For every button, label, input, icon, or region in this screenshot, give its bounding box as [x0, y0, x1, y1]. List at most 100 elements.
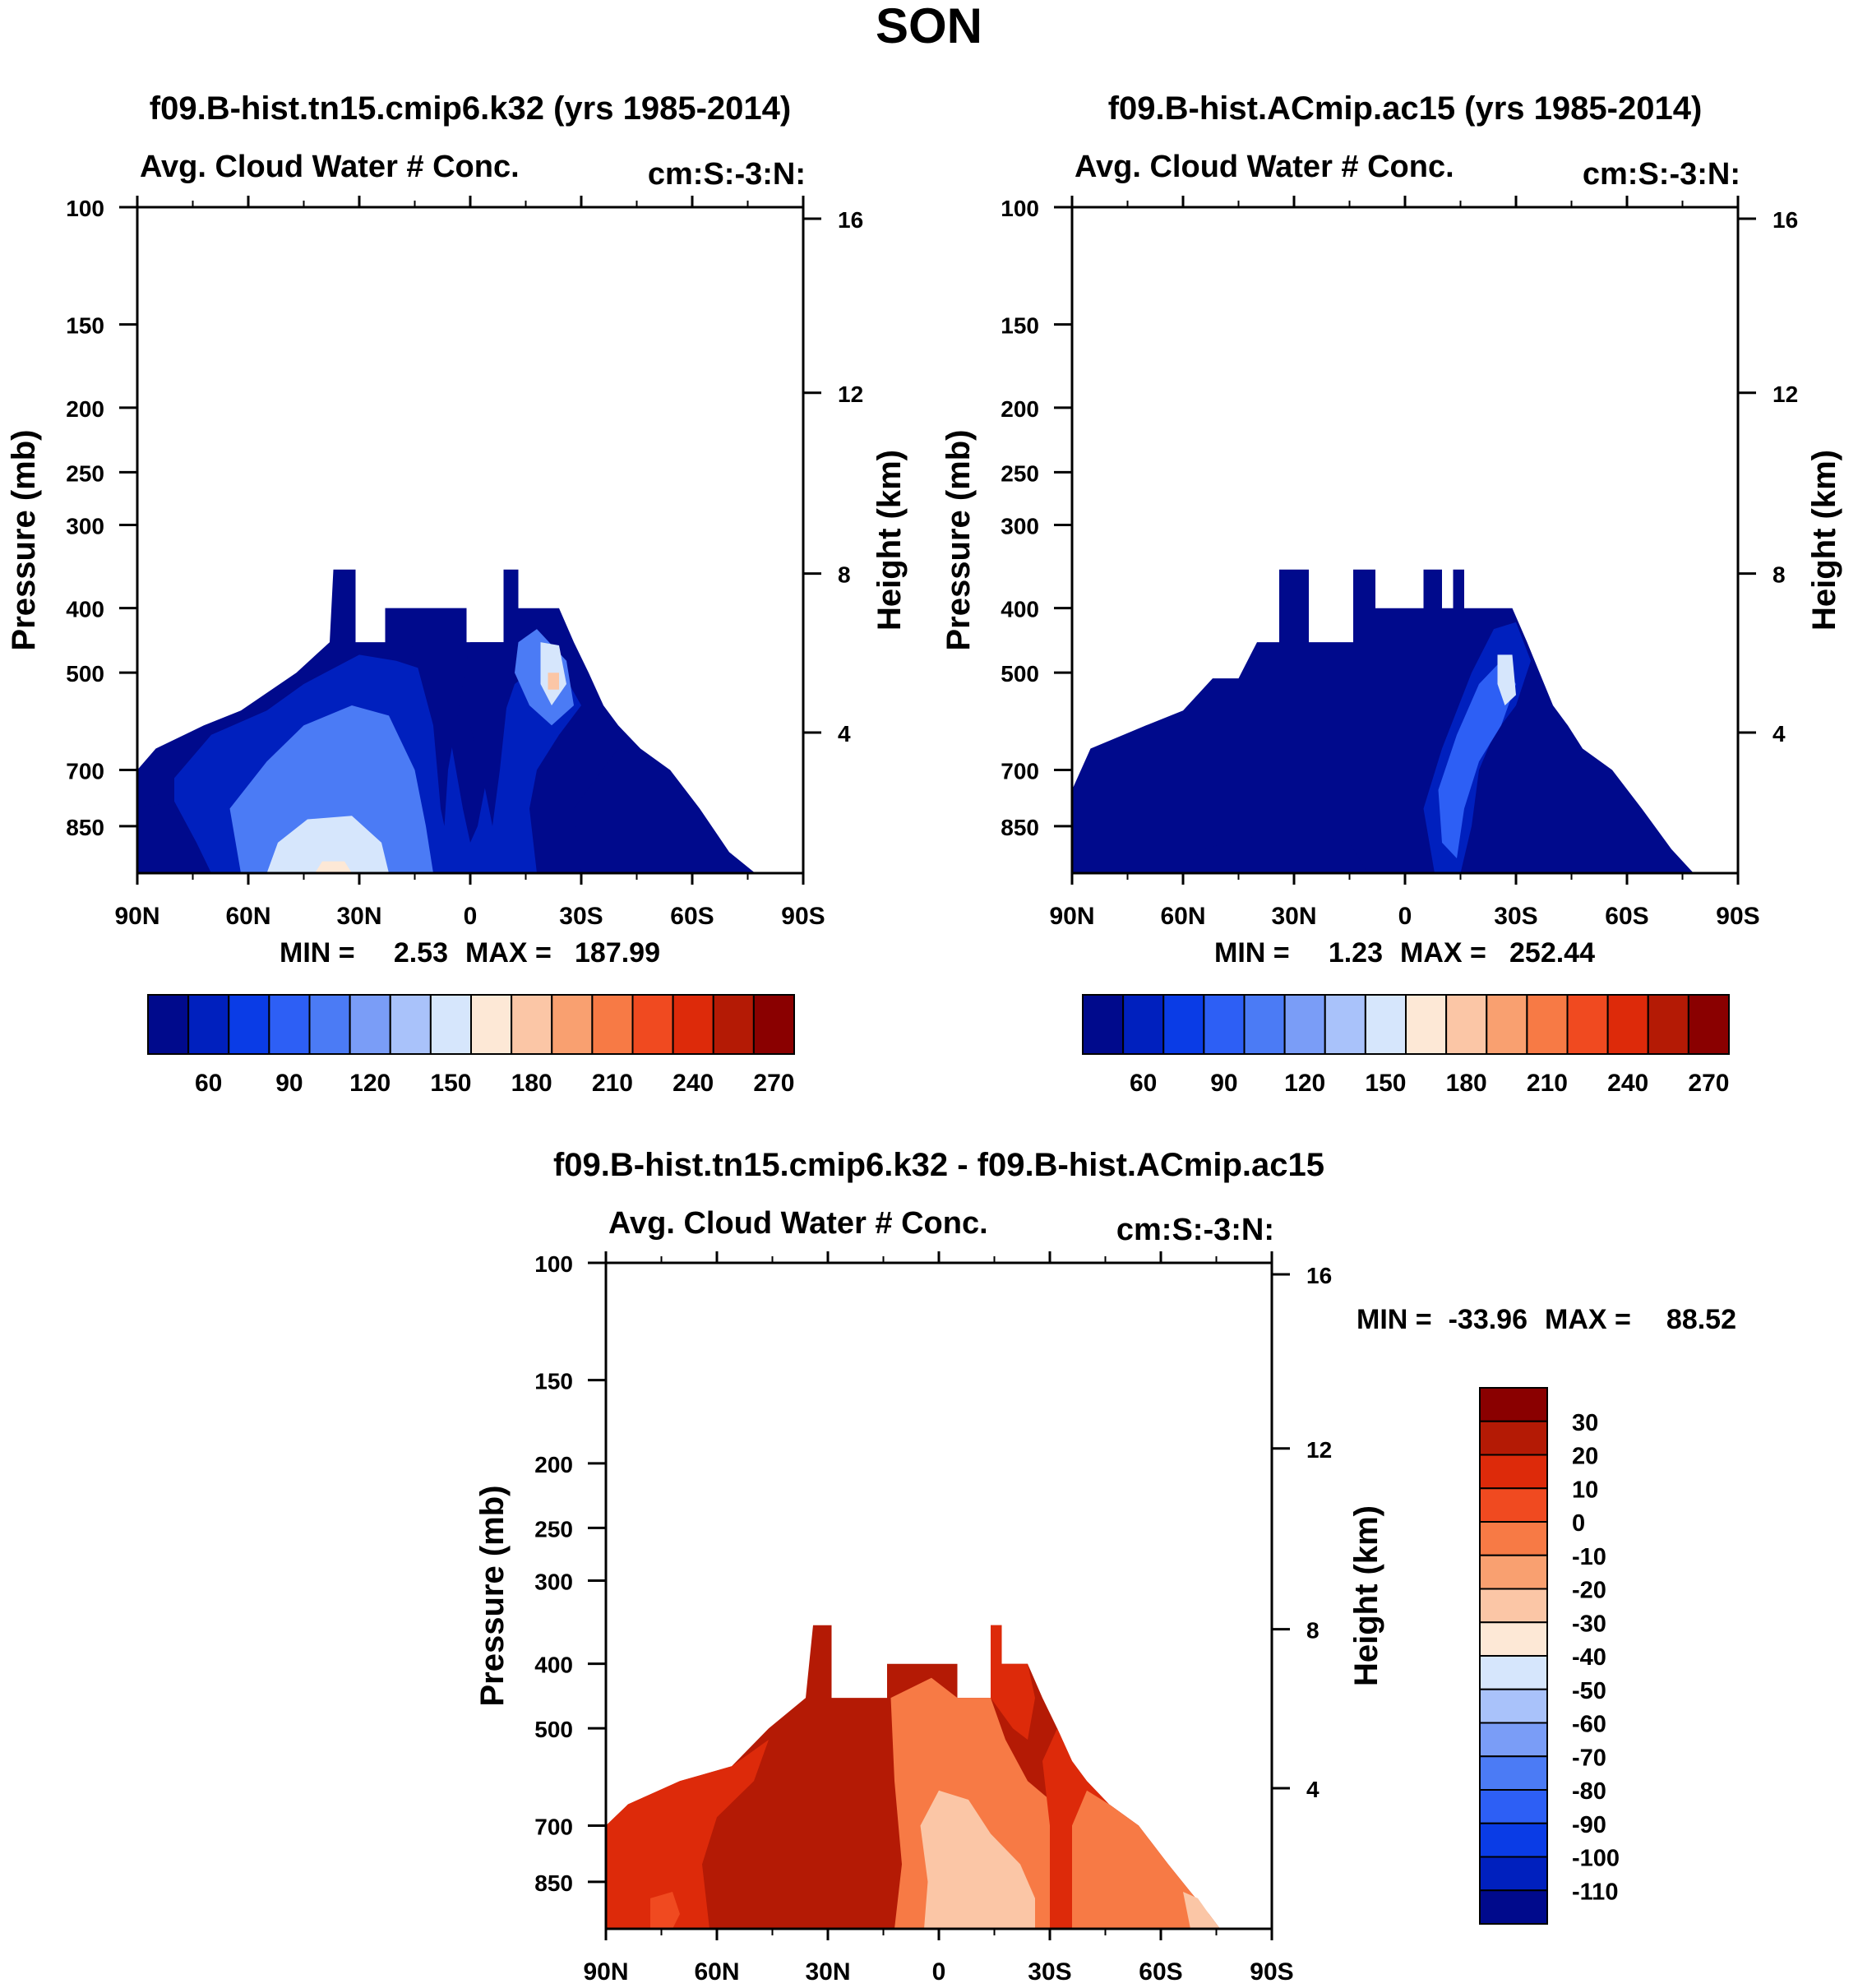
y-tick-label: 850	[534, 1870, 573, 1896]
colorbar-box	[672, 994, 714, 1055]
colorbar-box	[1479, 1889, 1548, 1925]
colorbar-label: 210	[592, 1070, 633, 1097]
colorbar-box	[1479, 1856, 1548, 1892]
y-tick-label: 300	[534, 1569, 573, 1594]
y2-tick-label: 4	[1772, 721, 1786, 747]
diff-region-sh-upper	[991, 1625, 1035, 1740]
y-tick-label: 850	[1001, 815, 1039, 840]
y-tick-label: 700	[534, 1815, 573, 1840]
colorbar-label: 20	[1572, 1444, 1598, 1470]
colorbar-label: 270	[1688, 1070, 1729, 1097]
colorbar-box	[1479, 1454, 1548, 1490]
y-tick-label: 300	[66, 513, 104, 539]
colorbar-box	[308, 994, 351, 1055]
panel-title: f09.B-hist.tn15.cmip6.k32 - f09.B-hist.A…	[553, 1147, 1324, 1183]
colorbar-box	[268, 994, 311, 1055]
panel-title: f09.B-hist.ACmip.ac15 (yrs 1985-2014)	[1108, 90, 1703, 127]
x-tick-label: 90N	[1049, 903, 1094, 930]
panel-units: cm:S:-3:N:	[1116, 1213, 1274, 1247]
colorbar-label: 60	[195, 1070, 222, 1097]
x-tick-label: 30N	[1271, 903, 1316, 930]
y-tick-label: 250	[66, 460, 104, 486]
colorbar-box	[1405, 994, 1448, 1055]
x-tick-label: 60N	[694, 1958, 739, 1986]
colorbar-label: 30	[1572, 1410, 1598, 1436]
x-tick-label: 60N	[1160, 903, 1205, 930]
colorbar-box	[1162, 994, 1205, 1055]
colorbar-box	[1687, 994, 1730, 1055]
colorbar-box	[752, 994, 795, 1055]
colorbar-box	[349, 994, 391, 1055]
x-tick-label: 0	[1398, 903, 1412, 930]
colorbar-box	[1122, 994, 1165, 1055]
y-tick-label: 850	[66, 815, 104, 840]
cloud-region-mid	[229, 705, 433, 873]
colorbar-box	[1479, 1755, 1548, 1791]
diff-region-tropics-low	[920, 1790, 1035, 1929]
colorbar-box	[1479, 1487, 1548, 1523]
x-tick-label: 60S	[1605, 903, 1648, 930]
colorbar-box	[1479, 1655, 1548, 1690]
y2-tick-label: 8	[1306, 1618, 1320, 1644]
colorbar-label: 120	[1284, 1070, 1325, 1097]
colorbar-box	[1324, 994, 1366, 1055]
min-label: MIN =	[280, 937, 355, 969]
panel-units: cm:S:-3:N:	[1583, 157, 1740, 192]
cloud-region-low-2	[137, 801, 211, 873]
y-tick-label: 200	[534, 1452, 573, 1477]
x-tick-label: 0	[932, 1958, 946, 1986]
panel-left-string: Avg. Cloud Water # Conc.	[1075, 150, 1454, 184]
y-tick-label: 700	[66, 759, 104, 784]
contour-plot: 90N 60N 30N 0 30S 60S 90S 100 150 200 250 300 400 500…	[534, 1251, 1332, 1986]
colorbar: 60 90 120 150 180 210 240 270	[147, 994, 795, 1097]
max-label: MAX =	[1400, 937, 1486, 969]
x-tick-label: 30S	[1494, 903, 1537, 930]
colorbar-label: 180	[1446, 1070, 1487, 1097]
colorbar-label: 120	[349, 1070, 391, 1097]
panel-left-string: Avg. Cloud Water # Conc.	[608, 1206, 988, 1241]
x-tick-label: 90S	[1250, 1958, 1293, 1986]
cloud-region-nh-peak	[315, 861, 352, 873]
x-tick-label: 30N	[805, 1958, 850, 1986]
panel-difference: f09.B-hist.tn15.cmip6.k32 - f09.B-hist.A…	[474, 1147, 1736, 1986]
x-tick-label: 60S	[670, 903, 714, 930]
y2-axis-label: Height (km)	[1806, 450, 1842, 631]
y2-axis-label: Height (km)	[871, 450, 908, 631]
y-tick-label: 150	[534, 1369, 573, 1394]
y-tick-label: 200	[66, 396, 104, 422]
y2-tick-label: 12	[1306, 1437, 1332, 1463]
colorbar-label: 150	[430, 1070, 471, 1097]
colorbar-box	[1445, 994, 1488, 1055]
y-tick-label: 100	[1001, 196, 1039, 221]
min-value: -33.96	[1449, 1304, 1528, 1335]
y2-tick-label: 16	[838, 207, 863, 233]
colorbar-label: 210	[1527, 1070, 1568, 1097]
min-label: MIN =	[1357, 1304, 1432, 1335]
colorbar-label: -80	[1572, 1778, 1606, 1805]
colorbar-label: 90	[1210, 1070, 1237, 1097]
max-value: 252.44	[1509, 937, 1595, 969]
colorbar-box	[187, 994, 230, 1055]
y-tick-label: 100	[66, 196, 104, 221]
colorbar-box	[389, 994, 432, 1055]
y-tick-label: 250	[1001, 460, 1039, 486]
y-tick-label: 500	[534, 1717, 573, 1742]
diff-region-nh-spot	[650, 1892, 680, 1929]
cloud-region-low-1	[574, 748, 756, 873]
y-tick-label: 400	[66, 597, 104, 622]
colorbar-box	[1203, 994, 1246, 1055]
y-tick-label: 200	[1001, 396, 1039, 422]
x-tick-label: 90S	[781, 903, 825, 930]
panel-title: f09.B-hist.tn15.cmip6.k32 (yrs 1985-2014…	[150, 90, 791, 127]
colorbar-box	[1082, 994, 1125, 1055]
colorbar-label: -50	[1572, 1678, 1606, 1704]
y-axis-label: Pressure (mb)	[6, 430, 42, 651]
max-value: 88.52	[1666, 1304, 1736, 1335]
y2-tick-label: 8	[1772, 562, 1786, 588]
colorbar-box	[228, 994, 270, 1055]
diff-region-sh-edge	[1072, 1790, 1220, 1929]
panel-control: f09.B-hist.tn15.cmip6.k32 (yrs 1985-2014…	[6, 90, 908, 1097]
colorbar-label: -30	[1572, 1611, 1606, 1637]
colorbar-box	[1479, 1621, 1548, 1657]
